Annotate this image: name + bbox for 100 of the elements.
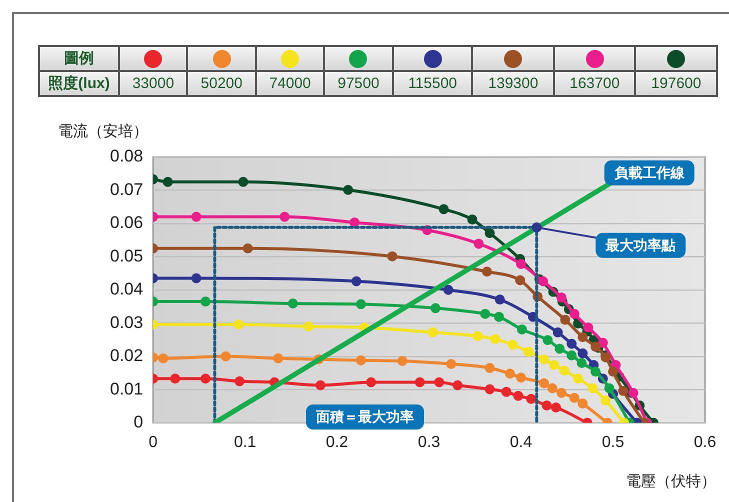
point (200, 296, 211, 307)
point (387, 251, 398, 262)
point (474, 238, 484, 249)
y-tick-label: 0.06 (110, 213, 144, 232)
point (578, 332, 588, 342)
point (556, 292, 567, 303)
point (288, 298, 298, 309)
point (590, 366, 601, 377)
point (234, 376, 245, 386)
point (523, 346, 534, 357)
point (316, 380, 326, 390)
point (490, 334, 500, 344)
point (618, 386, 628, 396)
point (484, 362, 495, 373)
point (576, 358, 587, 368)
point (452, 380, 463, 390)
point (366, 377, 376, 388)
point (600, 396, 611, 406)
point (542, 335, 553, 346)
point (513, 390, 524, 401)
y-tick-label: 0.08 (110, 146, 144, 166)
point (467, 214, 478, 224)
point (446, 358, 456, 369)
point (273, 353, 284, 364)
annotation: 最大功率點 (604, 237, 676, 254)
point (191, 212, 202, 222)
point (569, 392, 580, 403)
point (220, 351, 231, 362)
point (351, 276, 362, 286)
point (560, 314, 570, 325)
point (428, 327, 438, 338)
legend-label: 139300 (472, 71, 554, 96)
point (484, 228, 495, 238)
point (538, 276, 548, 286)
point (516, 258, 526, 269)
point (559, 366, 570, 376)
legend-label: 163700 (554, 71, 636, 96)
legend-label: 50200 (187, 71, 256, 96)
point (590, 342, 601, 352)
point (566, 350, 577, 360)
point (532, 222, 542, 232)
point (200, 374, 211, 384)
point (578, 348, 588, 358)
point (480, 308, 490, 319)
point (539, 378, 550, 388)
x-tick-label: 0.1 (234, 434, 256, 451)
point (280, 212, 290, 222)
y-tick-label: 0.07 (110, 180, 144, 199)
x-axis-title: 電壓（伏特） (626, 472, 716, 490)
x-tick-label: 0.3 (418, 434, 440, 451)
legend-label: 33000 (119, 71, 188, 96)
point (397, 356, 408, 366)
point (234, 319, 244, 330)
point (494, 312, 504, 322)
point (343, 184, 354, 195)
y-tick-label: 0.01 (110, 379, 144, 398)
annotation: 負載工作線 (614, 166, 686, 182)
point (434, 377, 444, 388)
point (504, 368, 515, 379)
point (578, 398, 588, 409)
point (598, 338, 608, 348)
point (539, 354, 550, 364)
legend-label: 115500 (392, 71, 472, 96)
point (242, 243, 253, 254)
point (414, 377, 425, 388)
point (549, 360, 560, 370)
point (547, 383, 558, 394)
point (526, 394, 536, 404)
y-tick-label: 0 (134, 412, 144, 432)
point (356, 299, 366, 310)
x-tick-label: 0.2 (326, 434, 348, 451)
point (430, 303, 440, 314)
legend-title: 圖例 (39, 46, 119, 71)
y-tick-label: 0.02 (110, 346, 144, 366)
point (484, 384, 495, 394)
point (494, 294, 505, 305)
point (554, 344, 565, 354)
x-tick-label: 0 (148, 434, 158, 451)
point (552, 327, 563, 338)
point (604, 383, 614, 394)
point (162, 176, 173, 187)
y-tick-label: 0.04 (110, 280, 144, 299)
point (158, 353, 168, 364)
point (608, 366, 618, 377)
point (550, 402, 561, 413)
point (573, 374, 584, 384)
point (501, 386, 512, 397)
y-tick-label: 0.05 (110, 246, 144, 266)
point (350, 217, 360, 228)
x-tick-label: 0.5 (602, 434, 624, 451)
x-tick-label: 0.4 (510, 434, 532, 451)
y-tick-label: 0.03 (110, 312, 144, 332)
point (588, 383, 598, 394)
point (482, 266, 492, 277)
point (516, 372, 526, 383)
point (170, 374, 180, 384)
point (191, 273, 202, 284)
legend-label: 97500 (324, 71, 393, 96)
point (443, 284, 454, 295)
x-tick-label: 0.6 (694, 434, 716, 451)
